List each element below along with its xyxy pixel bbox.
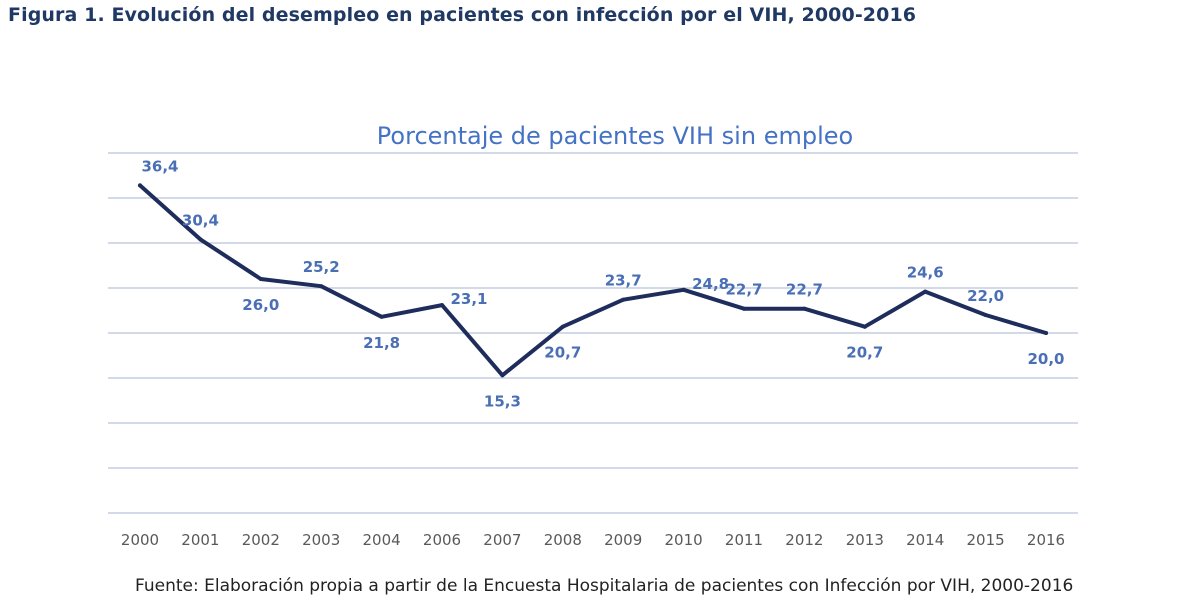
- data-point: [862, 324, 867, 329]
- data-label: 24,8: [692, 275, 729, 293]
- data-point: [802, 306, 807, 311]
- x-tick-label: 2013: [846, 531, 884, 549]
- data-point: [258, 277, 263, 281]
- x-tick-label: 2002: [242, 531, 280, 549]
- data-point: [1044, 331, 1048, 335]
- data-label: 36,4: [141, 157, 178, 175]
- data-label: 20,7: [846, 344, 883, 362]
- data-label: 25,2: [303, 258, 340, 276]
- x-tick-label: 2015: [967, 531, 1005, 549]
- data-label: 22,7: [786, 281, 823, 299]
- data-point: [319, 284, 324, 289]
- data-point: [621, 297, 626, 302]
- data-label: 26,0: [242, 296, 279, 314]
- data-label: 20,7: [544, 344, 581, 362]
- x-tick-label: 2003: [302, 531, 340, 549]
- data-label: 23,7: [605, 272, 642, 290]
- data-point: [379, 314, 384, 319]
- data-point: [560, 324, 565, 329]
- source-note: Fuente: Elaboración propia a partir de l…: [135, 576, 1074, 596]
- x-tick-label: 2014: [906, 531, 944, 549]
- x-tick-label: 2006: [423, 531, 461, 549]
- x-tick-label: 2010: [665, 531, 703, 549]
- data-label: 20,0: [1027, 350, 1064, 368]
- figure-title: Figura 1. Evolución del desempleo en pac…: [8, 4, 917, 26]
- data-label: 22,7: [725, 281, 762, 299]
- x-tick-label: 2008: [544, 531, 582, 549]
- data-point: [742, 306, 746, 311]
- data-label: 23,1: [450, 290, 487, 308]
- x-tick-label: 2004: [363, 531, 401, 549]
- x-tick-label: 2001: [181, 531, 219, 549]
- data-point: [681, 287, 686, 292]
- data-label: 30,4: [182, 211, 219, 229]
- x-tick-label: 2007: [483, 531, 521, 549]
- data-label: 15,3: [484, 392, 521, 410]
- x-tick-label: 2012: [785, 531, 823, 549]
- x-tick-label: 2000: [121, 531, 159, 549]
- data-point: [440, 303, 444, 308]
- data-point: [500, 373, 505, 378]
- data-label: 21,8: [363, 334, 400, 352]
- data-point: [983, 313, 988, 317]
- x-tick-label: 2011: [725, 531, 763, 549]
- x-tick-label: 2009: [604, 531, 642, 549]
- chart-title: Porcentaje de pacientes VIH sin empleo: [376, 122, 854, 150]
- data-label: 24,6: [907, 264, 944, 282]
- x-tick-label: 2016: [1027, 531, 1065, 549]
- series-line: [138, 183, 1048, 378]
- data-point: [138, 183, 142, 188]
- data-label: 22,0: [967, 287, 1004, 305]
- data-point: [923, 289, 928, 294]
- data-point: [198, 237, 203, 242]
